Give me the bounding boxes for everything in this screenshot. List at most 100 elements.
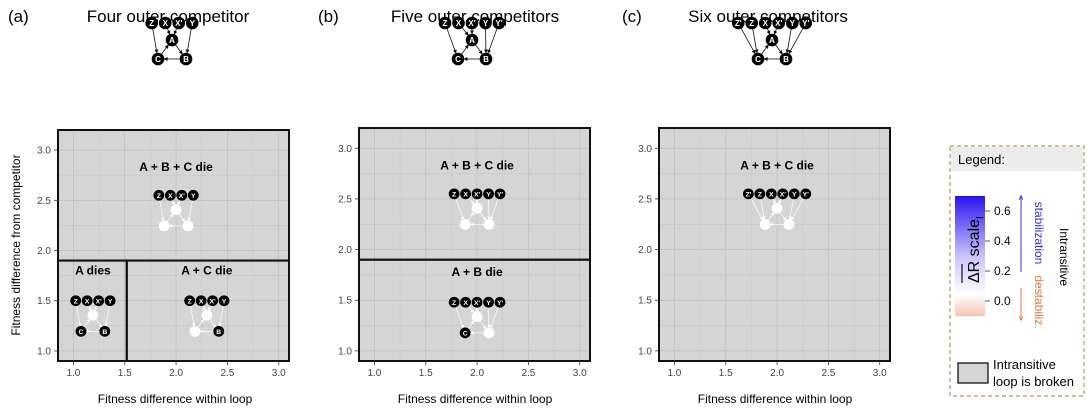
node-label-x: X: [168, 193, 173, 200]
network-diagram: Z X X' Y Y' A B C: [438, 16, 506, 66]
node-b: [479, 52, 493, 66]
y-tick-label: 2.0: [37, 246, 51, 257]
edge-z-to-c: [760, 198, 766, 220]
legend-title: Legend:: [958, 152, 1005, 167]
node-x-prime: [777, 188, 789, 200]
edge-x-prime-to-a: [773, 28, 778, 35]
node-a: [471, 311, 483, 323]
edge-c-to-a: [83, 319, 91, 328]
node-a: [87, 309, 99, 321]
edge-a-to-b: [209, 319, 217, 328]
y-tick-label: 3.0: [338, 144, 352, 155]
y-tick-label: 2.0: [338, 245, 352, 256]
node-label-x-prime: X': [474, 300, 481, 307]
broken-loop-swatch: [957, 362, 989, 384]
x-tick-label: 2.5: [521, 368, 535, 379]
node-c: [459, 327, 471, 339]
broken-loop-label-line1: Intransitive: [993, 357, 1056, 372]
edge-x-prime-to-a: [94, 305, 98, 311]
node-y: [483, 188, 494, 200]
panel-label: (c): [622, 7, 642, 26]
panel-b: (b) Five outer competitors Z X X' Y Y'ABC A …: [318, 7, 591, 406]
x-tick-label: 2.0: [169, 368, 183, 379]
edge-z-to-c: [159, 200, 165, 222]
edge-y-to-b: [104, 305, 110, 327]
edge-z-to-c: [752, 28, 759, 54]
node-z-prime: [731, 16, 745, 30]
node-z: [448, 188, 460, 200]
y-tick-label: 1.0: [37, 346, 51, 357]
x-tick-label: 1.5: [719, 368, 733, 379]
node-label-y-prime: Y': [802, 19, 809, 28]
panel-title: Five outer competitors: [391, 7, 559, 26]
region-boundary: [125, 259, 290, 362]
node-label-z: Z: [749, 19, 754, 28]
stabilization-label: stabilization: [1032, 202, 1046, 265]
node-label-x-prime: X': [775, 19, 782, 28]
edge-a-to-b: [479, 212, 487, 221]
region-label: A dies: [75, 264, 111, 278]
scale-tick-label: 0.2: [994, 264, 1011, 278]
x-tick-label: 2.0: [770, 368, 784, 379]
node-label-a: A: [169, 36, 175, 45]
node-y: [185, 16, 199, 30]
edge-a-to-b: [178, 213, 186, 223]
node-y: [218, 295, 230, 307]
panel-title: Four outer competitor: [87, 7, 250, 26]
top-network-diagram: Z X X' Y A B C: [145, 16, 199, 66]
edge-z-prime-to-c: [750, 198, 764, 221]
node-x: [758, 16, 772, 30]
node-x-prime: [471, 188, 483, 200]
panel-label: (a): [8, 7, 29, 26]
legend-header: [951, 147, 1083, 171]
node-b: [99, 325, 111, 337]
node-z: [145, 16, 159, 30]
region-boundary: [358, 258, 591, 362]
region-label: A + B die: [451, 265, 503, 279]
node-label-z: Z: [452, 300, 456, 307]
node-z: [448, 296, 460, 308]
edge-y-prime-to-b: [791, 198, 804, 221]
intransitive-label: Intransitive: [1057, 228, 1071, 286]
x-tick-label: 3.0: [873, 368, 887, 379]
node-label-b: B: [216, 329, 221, 336]
node-z: [754, 188, 766, 200]
node-label-y: Y: [483, 19, 489, 28]
edge-a-to-b: [175, 44, 183, 55]
node-b: [179, 52, 193, 66]
scale-label-text: ΔR scale: [966, 219, 983, 283]
network-diagram: Z X X' Y B: [184, 295, 230, 337]
node-label-y: Y: [790, 19, 796, 28]
edge-y-to-b: [218, 305, 224, 327]
node-label-x: X: [769, 191, 774, 198]
node-y: [104, 295, 116, 307]
node-label-b: B: [183, 55, 189, 64]
node-label-y-prime: Y': [495, 19, 502, 28]
edge-y-to-b: [788, 198, 794, 220]
node-x: [460, 296, 471, 308]
node-a: [765, 33, 779, 47]
node-y-prime: [494, 188, 506, 200]
edge-y-to-b: [785, 28, 792, 54]
edge-x-to-a: [766, 28, 771, 35]
node-label-y: Y: [486, 300, 491, 307]
network-diagram: Z X X' Y Y' C: [448, 296, 506, 339]
region-label: A + B + C die: [440, 159, 514, 173]
y-tick-label: 1.5: [638, 296, 652, 307]
node-label-x-prime: X': [468, 19, 475, 28]
node-c: [759, 219, 771, 230]
node-z: [70, 295, 82, 307]
node-label-z: Z: [758, 191, 762, 198]
edge-z-to-c: [455, 198, 464, 220]
node-x-prime: [772, 16, 786, 30]
node-c: [751, 52, 765, 66]
node-y-prime: [800, 188, 812, 200]
scale-tick-label: 0.6: [994, 204, 1011, 218]
node-label-x-prime: X': [175, 19, 182, 28]
node-label-c: C: [79, 329, 84, 336]
region-fill: [359, 259, 590, 361]
edge-c-to-a: [166, 213, 174, 222]
edge-c-to-a: [467, 212, 475, 221]
edge-x-to-a: [88, 305, 92, 311]
